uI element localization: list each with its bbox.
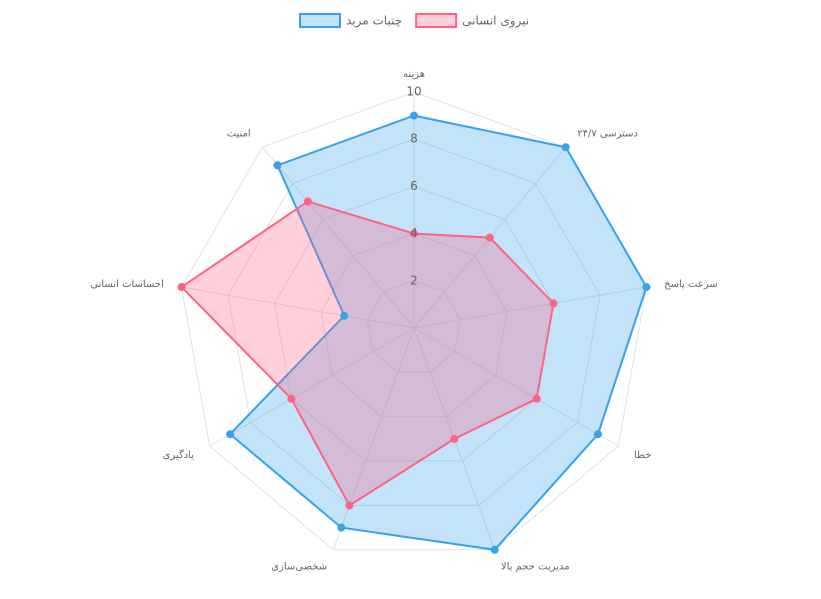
data-point [485, 233, 494, 242]
r-tick-label: 8 [410, 132, 418, 146]
data-point [410, 229, 418, 238]
data-point [561, 143, 570, 152]
data-point [273, 161, 282, 170]
category-label: هزینه [403, 69, 425, 80]
data-point [642, 283, 651, 292]
category-label: یادگیری [163, 449, 195, 461]
angle-line [413, 327, 619, 447]
category-label: دسترسی ۲۴/۷ [577, 128, 638, 139]
data-point [226, 430, 235, 439]
r-tick-label: 4 [410, 226, 418, 240]
r-tick-label: 6 [410, 179, 418, 193]
data-point [410, 111, 418, 120]
category-label: شخصی‌سازی [271, 562, 327, 573]
legend: چتبات مرید نیروی انسانی [299, 13, 529, 29]
category-label: سرعت پاسخ [664, 279, 718, 290]
category-label: امنیت [227, 128, 251, 139]
angle-line [332, 327, 415, 550]
grid-line [274, 185, 554, 462]
data-point [549, 299, 558, 308]
angle-line [261, 146, 415, 329]
data-point [337, 523, 346, 532]
data-point [287, 394, 296, 403]
category-label: احساسات انسانی [90, 279, 164, 290]
data-point [340, 311, 349, 320]
data-point [532, 394, 541, 403]
grid-line [366, 280, 462, 373]
legend-swatch [299, 13, 341, 28]
category-label: خطا [634, 450, 651, 461]
data-point [303, 197, 312, 206]
angle-line [413, 286, 647, 329]
grid-line [320, 233, 508, 418]
data-point [593, 430, 602, 439]
data-point [177, 283, 186, 292]
r-tick-label: 2 [410, 273, 418, 287]
grid-line [227, 138, 601, 506]
angle-line [209, 327, 415, 447]
angle-line [181, 286, 415, 329]
category-label: مدیریت حجم بالا [501, 562, 570, 573]
r-tick-label: 10 [406, 85, 421, 99]
legend-swatch [415, 13, 458, 28]
legend-label: چتبات مرید [346, 14, 402, 29]
legend-label: نیروی انسانی [462, 14, 529, 29]
data-point [345, 501, 354, 510]
series-area [228, 114, 648, 551]
data-point [490, 545, 499, 554]
data-point [450, 434, 459, 443]
series-area [180, 200, 555, 507]
